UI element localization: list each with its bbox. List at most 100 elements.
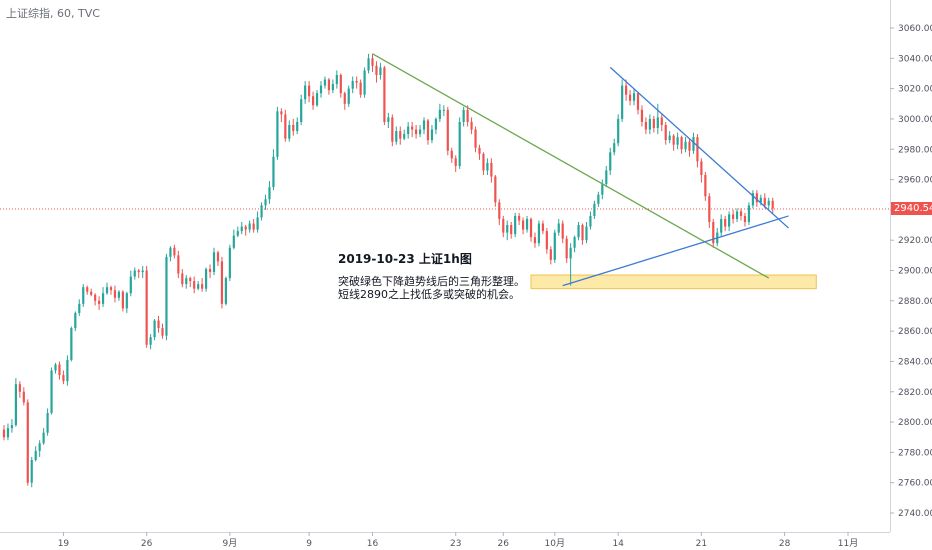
candle-body: [498, 202, 501, 219]
candle-body: [482, 153, 485, 171]
candle-body: [525, 218, 529, 230]
candle-body: [300, 99, 303, 122]
annotation: 2019-10-23 上证1h图 突破绿色下降趋势线后的三角形整理。 短线289…: [338, 250, 525, 301]
candle-body: [121, 291, 124, 309]
candle-body: [644, 121, 648, 130]
candle-body: [133, 270, 136, 277]
support-zone-rect: [530, 274, 817, 290]
candle-body: [327, 79, 331, 91]
candle-body: [101, 293, 105, 304]
candle-body: [557, 223, 560, 233]
candle-body: [137, 270, 140, 273]
candle-body: [308, 85, 311, 97]
candle-body: [411, 126, 414, 130]
candle-body: [712, 222, 715, 244]
candle-body: [379, 67, 382, 75]
candle-body: [228, 247, 231, 279]
candle-body: [169, 247, 172, 257]
candle-body: [189, 278, 192, 282]
candle-body: [46, 412, 49, 433]
candle-body: [418, 129, 422, 135]
candle-body: [759, 197, 762, 203]
candle-body: [565, 238, 568, 259]
candle-body: [510, 225, 513, 235]
x-tick-label: 11月: [838, 538, 858, 549]
candle-body: [771, 200, 774, 209]
candle-body: [569, 247, 572, 259]
candle-body: [684, 141, 687, 150]
candle-body: [117, 291, 121, 298]
candle-body: [664, 125, 667, 141]
candle-body: [446, 109, 449, 151]
candle-body: [430, 129, 434, 141]
candle-body: [541, 223, 544, 232]
candle-body: [521, 220, 525, 230]
x-tick-label: 10月: [545, 538, 565, 549]
candle-body: [470, 121, 473, 130]
candle-body: [537, 223, 541, 244]
candle-body: [193, 281, 196, 289]
candle-body: [434, 118, 438, 130]
candle-body: [438, 109, 441, 119]
candle-body: [161, 328, 164, 336]
candle-body: [315, 93, 319, 106]
candle-body: [573, 237, 576, 248]
candle-body: [672, 135, 675, 145]
candle-body: [601, 184, 604, 195]
candle-body: [94, 294, 97, 301]
candle-body: [14, 384, 17, 426]
candle-body: [26, 402, 29, 483]
candle-body: [383, 67, 386, 122]
annotation-line-2: 短线2890之上找低多或突破的机会。: [338, 288, 520, 301]
candle-body: [264, 199, 267, 206]
chart-header: 上证综指, 60, TVC: [6, 7, 100, 20]
y-tick-label: 2760.000: [898, 479, 932, 489]
candle-body: [208, 268, 212, 273]
candle-body: [486, 162, 489, 171]
candle-body: [414, 129, 418, 135]
candle-body: [561, 223, 564, 239]
candle-body: [240, 226, 243, 232]
candle-body: [735, 211, 739, 219]
y-tick-label: 2960.000: [898, 176, 932, 186]
candle-body: [628, 94, 632, 101]
candle-body: [652, 118, 655, 129]
candle-body: [676, 137, 679, 145]
candle-body: [680, 137, 683, 150]
candle-body: [216, 252, 220, 262]
candle-body: [533, 237, 537, 244]
candle-body: [272, 156, 275, 188]
candle-body: [625, 85, 628, 95]
candle-body: [311, 96, 315, 106]
candle-body: [105, 287, 109, 294]
candle-body: [256, 217, 259, 230]
candle-body: [577, 225, 580, 238]
candle-body: [323, 79, 327, 86]
candle-body: [204, 268, 208, 289]
candle-body: [589, 215, 592, 227]
candle-body: [145, 270, 148, 345]
candle-body: [296, 121, 299, 132]
candle-body: [462, 109, 465, 122]
candle-body: [367, 58, 370, 71]
candle-body: [331, 84, 334, 91]
candle-body: [426, 120, 430, 141]
candle-body: [731, 214, 735, 219]
candle-body: [125, 293, 128, 309]
candle-body: [6, 428, 10, 438]
candle-body: [636, 93, 640, 110]
x-tick-label: 9月: [222, 538, 237, 549]
candle-body: [640, 109, 644, 122]
trendlines: [372, 53, 789, 287]
y-tick-label: 2980.000: [898, 145, 932, 155]
candle-body: [506, 225, 509, 233]
candle-body: [708, 196, 711, 222]
candle-body: [224, 278, 227, 304]
candle-body: [597, 194, 600, 204]
candle-body: [371, 58, 374, 66]
candle-body: [220, 261, 224, 304]
candle-body: [478, 147, 481, 154]
candle-body: [688, 141, 691, 151]
trendline-blue-upper: [609, 66, 789, 229]
